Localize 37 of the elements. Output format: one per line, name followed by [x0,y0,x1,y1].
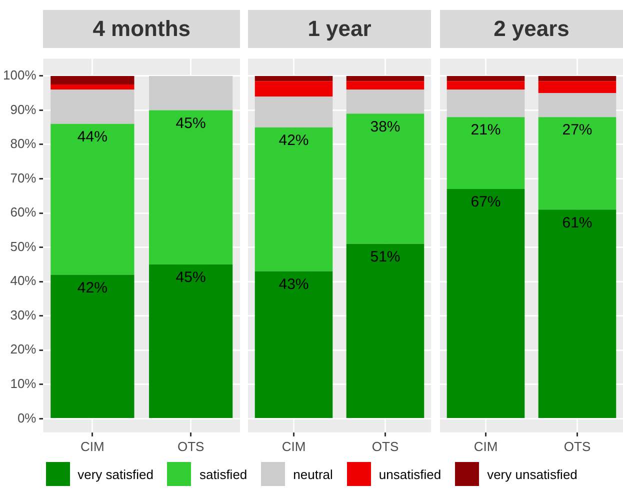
data-label: 43% [278,276,309,293]
data-label: 67% [470,194,501,211]
data-label: 44% [77,128,108,146]
chart-title: 1 year [248,10,431,48]
x-tick-label: CIM [474,438,498,454]
y-tick-label: 0% [17,410,37,426]
data-label: 61% [562,214,592,232]
y-tick-label: 100% [3,68,37,83]
data-label: 45% [176,269,206,286]
x-tick-label: OTS [372,438,399,454]
chart-title: 2 years [440,10,623,48]
y-tick-label: 20% [10,342,37,357]
x-tick-label: CIM [80,438,104,454]
data-label: 38% [370,118,400,136]
legend-label: neutral [293,466,333,482]
y-tick-label: 50% [10,238,37,254]
y-tick-label: 30% [10,307,37,322]
y-tick-label: 10% [10,376,37,391]
legend-label: unsatisfied [378,466,442,482]
data-label: 42% [278,132,309,149]
data-label: 27% [562,122,592,139]
y-tick-label: 70% [10,170,37,186]
y-tick-label: 80% [10,136,37,152]
x-tick-label: OTS [564,438,591,454]
x-tick-label: OTS [177,438,204,454]
data-label: 51% [370,248,400,266]
y-tick-label: 60% [10,204,37,220]
legend-label: very unsatisfied [487,466,578,482]
data-label: 42% [77,279,108,296]
x-tick-label: CIM [282,438,306,454]
y-tick-label: 90% [10,102,37,117]
chart-title: 4 months [43,10,240,48]
y-tick-label: 40% [10,273,37,288]
legend-label: satisfied [199,466,248,482]
data-label: 45% [176,114,206,132]
data-label: 21% [470,122,501,139]
legend-label: very satisfied [78,466,154,482]
